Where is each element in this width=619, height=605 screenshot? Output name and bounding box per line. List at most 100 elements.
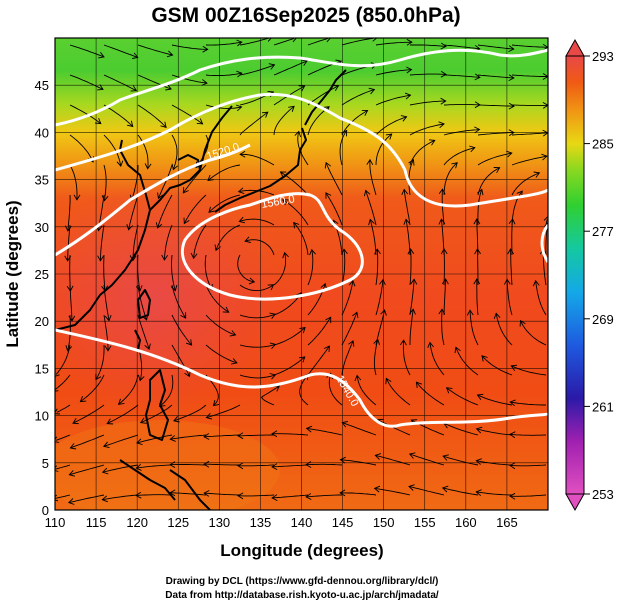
streamline [238,464,275,467]
streamline [385,378,411,406]
streamline [511,74,548,77]
streamline-arrow [237,432,244,440]
streamline [136,464,173,469]
streamline-arrow [481,355,488,362]
streamline [341,38,375,46]
streamline-arrow [173,416,180,423]
streamline [239,343,276,348]
streamline-arrow [144,163,152,170]
streamline [132,224,139,261]
streamline [69,74,104,90]
streamline [306,494,342,498]
streamline [477,152,512,166]
lat-tick-label: 40 [35,125,49,140]
streamline [375,41,412,46]
streamline [135,494,173,496]
streamline [299,373,309,406]
coastlines [55,69,347,510]
streamline [70,434,105,449]
streamline-arrow [73,194,81,201]
streamline-arrow [305,425,313,433]
streamline-arrow [55,408,61,415]
plot-frame [54,37,549,511]
streamline-arrow [282,251,289,259]
streamline [239,38,270,46]
streamline [511,44,548,48]
streamline-arrow [294,130,302,138]
streamline-arrow [363,189,371,197]
streamline [55,434,71,441]
streamline-arrow [404,92,412,100]
longitude-ticks: 110 115 120 125 130 135 140 145 150 155 160 165 [45,515,518,530]
streamline-arrow [475,426,483,434]
streamline [446,387,479,406]
streamline-arrow [438,308,446,315]
streamline-arrow [305,493,312,500]
streamline-arrow [171,163,179,171]
streamline-arrow [237,462,244,470]
streamline-arrow [288,105,295,112]
streamline [476,279,479,316]
streamline [443,162,458,196]
streamline-arrow [190,252,198,260]
streamline [239,284,274,292]
streamline [239,218,275,226]
streamline [244,239,275,256]
streamline-arrow [97,84,104,91]
streamline-arrow [203,490,210,497]
streamline [341,249,346,286]
lon-tick-label: 150 [373,515,395,530]
streamline [443,74,480,78]
lon-tick-label: 115 [86,515,107,530]
streamline-arrow [236,39,243,47]
streamline-arrow [180,312,187,319]
streamline-arrow [476,393,484,401]
streamline-arrow [117,398,125,405]
streamline [103,434,139,447]
streamline [477,394,513,406]
y-axis-label: Latitude (degrees) [3,200,22,347]
streamline-arrow [507,248,514,255]
lon-tick-label: 135 [250,515,272,530]
streamline [69,464,105,476]
lon-tick-label: 125 [167,515,189,530]
streamline [171,134,178,170]
streamline-arrow [102,441,110,449]
streamline-arrow [130,85,138,92]
streamline-arrow [165,84,172,91]
streamline [375,454,411,466]
streamline [545,225,548,256]
streamline-arrow [271,430,278,438]
streamline [136,434,173,444]
streamline [55,344,71,375]
streamline-arrow [440,70,447,78]
colorbar-tick-label: 253 [592,487,614,502]
streamline [106,404,139,424]
streamline-arrow [509,462,516,470]
lon-tick-label: 155 [414,515,436,530]
streamline [55,464,71,470]
streamline-arrow [451,162,458,169]
streamline [260,385,280,406]
streamline [402,340,411,376]
streamline-arrow [229,330,237,337]
streamline-arrow [160,121,167,129]
streamline [442,487,479,496]
streamline-arrow [366,158,374,166]
streamline [307,85,339,106]
streamline [405,219,411,256]
streamline [307,249,314,286]
streamline-arrow [380,309,387,316]
streamline [137,314,150,350]
streamline [455,347,479,376]
colorbar-ticks: 253 261 269 277 285 293 [584,49,614,502]
colorbar: 253 261 269 277 285 293 [565,38,614,512]
streamline [373,339,379,376]
streamline [443,129,480,136]
streamline [442,455,479,466]
streamline-arrow [139,417,147,424]
lat-tick-label: 45 [35,78,49,93]
streamline-arrow [237,187,245,195]
streamline [443,44,480,50]
streamline-arrow [237,492,244,500]
